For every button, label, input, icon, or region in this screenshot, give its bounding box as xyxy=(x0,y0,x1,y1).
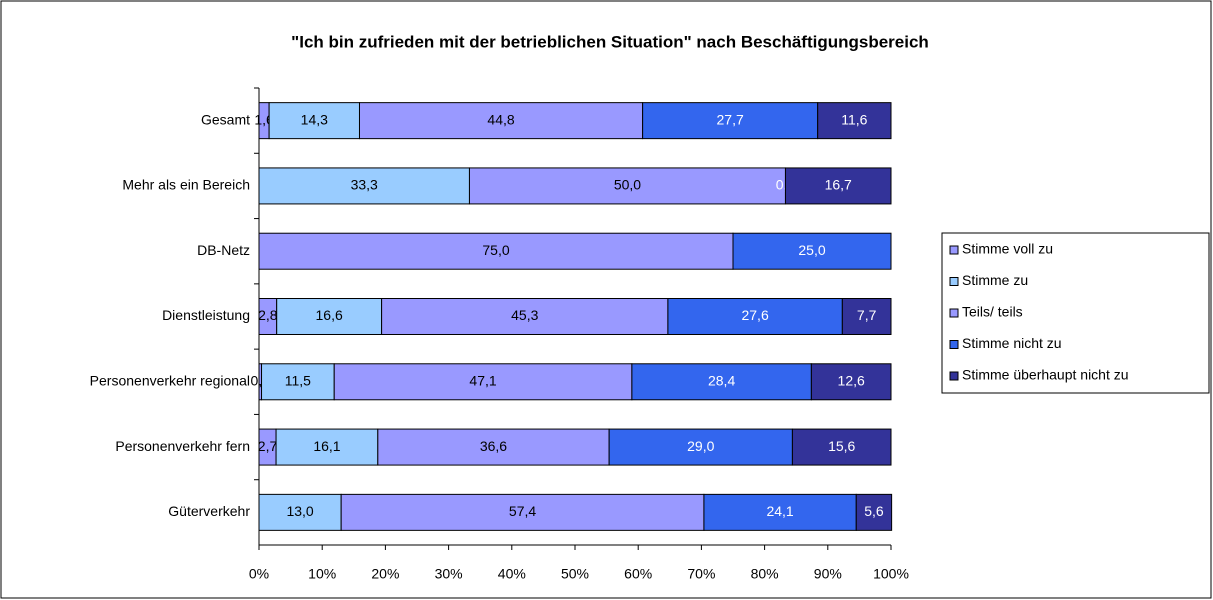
legend-label: Stimme voll zu xyxy=(962,241,1053,257)
x-tick-label: 0% xyxy=(249,566,269,582)
y-tick-label: Dienstleistung xyxy=(162,307,250,323)
bar-segment xyxy=(340,493,705,531)
legend-swatch xyxy=(949,371,959,381)
legend-swatch xyxy=(949,245,959,255)
bar-segment xyxy=(841,298,892,335)
bar-segment xyxy=(381,298,669,335)
bar-segment xyxy=(784,167,892,205)
legend-label: Stimme nicht zu xyxy=(962,335,1062,351)
bar-segment xyxy=(258,493,342,531)
x-tick-label: 80% xyxy=(751,566,779,582)
value-label: 16,1 xyxy=(313,438,340,454)
value-label: 12,6 xyxy=(838,372,865,388)
x-tick-label: 10% xyxy=(308,566,336,582)
x-tick-label: 70% xyxy=(687,566,715,582)
y-tick-label: Güterverkehr xyxy=(168,503,250,519)
value-label: 44,8 xyxy=(487,111,514,127)
y-tick-label: Personenverkehr fern xyxy=(115,438,250,454)
value-label: 11,6 xyxy=(841,111,867,127)
bar-segment xyxy=(810,363,892,401)
legend-box xyxy=(941,232,1210,394)
bar-segment xyxy=(791,428,892,466)
value-label: 16,6 xyxy=(316,307,343,323)
value-label: 2,8 xyxy=(258,307,278,323)
value-label: 11,5 xyxy=(285,372,311,388)
value-label: 27,6 xyxy=(741,307,768,323)
x-tick-label: 20% xyxy=(371,566,399,582)
bar-segment xyxy=(642,102,819,140)
value-label: 27,7 xyxy=(717,111,744,127)
x-tick-label: 60% xyxy=(624,566,652,582)
bar-segment xyxy=(258,232,734,270)
bar-segment xyxy=(667,298,843,335)
x-tick-label: 100% xyxy=(873,566,909,582)
value-label: 45,3 xyxy=(511,307,538,323)
y-tick-label: Gesamt xyxy=(201,111,250,127)
value-label: 36,6 xyxy=(480,438,507,454)
legend-swatch xyxy=(949,340,959,349)
value-label: 28,4 xyxy=(708,372,735,388)
legend-label: Teils/ teils xyxy=(962,304,1023,320)
value-label: 47,1 xyxy=(469,372,496,388)
bar-segment xyxy=(358,102,644,140)
y-tick-label: Mehr als ein Bereich xyxy=(122,177,250,193)
y-tick-label: DB-Netz xyxy=(197,242,250,258)
chart-title: "Ich bin zufrieden mit der betrieblichen… xyxy=(291,32,929,51)
legend-label: Stimme zu xyxy=(962,272,1028,288)
bar-segment xyxy=(258,167,470,205)
value-label: 29,0 xyxy=(687,438,714,454)
x-tick-label: 90% xyxy=(814,566,842,582)
value-label: 75,0 xyxy=(482,242,509,258)
x-tick-label: 50% xyxy=(561,566,589,582)
bar-segment xyxy=(817,102,892,140)
bar-segment xyxy=(468,167,786,205)
value-label: 15,6 xyxy=(828,438,855,454)
y-tick-label: Personenverkehr regional xyxy=(90,372,250,388)
legend-swatch xyxy=(949,308,959,318)
value-label: 13,0 xyxy=(286,503,313,519)
value-label: 25,0 xyxy=(798,242,825,258)
bar-segment xyxy=(631,363,812,401)
value-label: 50,0 xyxy=(614,177,641,193)
value-label: 33,3 xyxy=(351,177,378,193)
value-label: 16,7 xyxy=(825,177,852,193)
value-label: 2,7 xyxy=(258,438,278,454)
x-tick-label: 40% xyxy=(498,566,526,582)
value-label: 24,1 xyxy=(766,503,793,519)
bar-segment xyxy=(268,102,360,140)
bar-segment xyxy=(732,232,892,270)
value-label: 57,4 xyxy=(509,503,536,519)
x-tick-label: 30% xyxy=(435,566,463,582)
bar-segment xyxy=(608,428,793,466)
bar-segment xyxy=(333,363,633,401)
legend-swatch xyxy=(949,277,959,286)
bar-segment xyxy=(276,298,383,335)
value-label: 14,3 xyxy=(301,111,328,127)
legend-label: Stimme überhaupt nicht zu xyxy=(962,367,1129,383)
value-label: 7,7 xyxy=(857,307,877,323)
value-label: 5,6 xyxy=(864,503,884,519)
bar-segment xyxy=(261,363,335,401)
bar-segment xyxy=(855,493,893,531)
